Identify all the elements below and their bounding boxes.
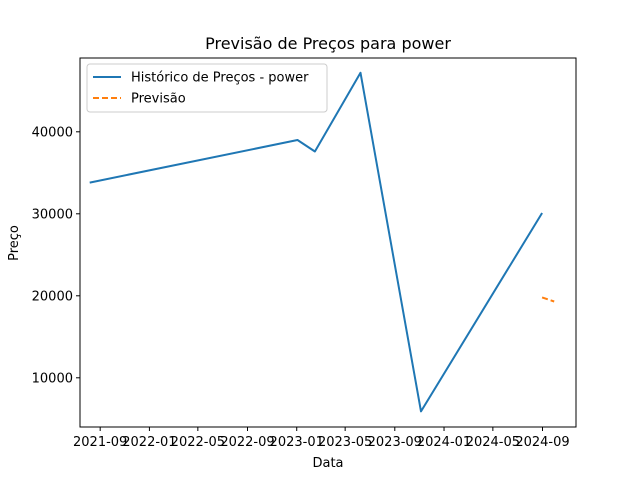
x-tick-label: 2024-09 <box>515 435 569 450</box>
y-axis: 10000 20000 30000 40000 <box>32 125 80 386</box>
x-tick-label: 2024-05 <box>466 435 520 450</box>
y-tick-label: 10000 <box>32 371 73 386</box>
legend-box <box>86 63 328 113</box>
x-tick-label: 2023-09 <box>368 435 422 450</box>
series-line-1 <box>541 296 555 303</box>
legend: Histórico de Preços - power Previsão <box>86 63 328 113</box>
chart-title: Previsão de Preços para power <box>205 34 451 53</box>
x-tick-label: 2021-09 <box>73 435 127 450</box>
x-axis-label: Data <box>312 456 343 471</box>
x-tick-label: 2023-01 <box>270 435 324 450</box>
legend-label-previsao: Previsão <box>131 92 186 107</box>
plot-frame <box>79 57 577 428</box>
x-tick-label: 2024-01 <box>417 435 471 450</box>
y-tick-label: 30000 <box>32 207 73 222</box>
x-tick-label: 2023-05 <box>318 435 372 450</box>
x-tick-label: 2022-05 <box>171 435 225 450</box>
x-axis: 2021-092022-012022-052022-092023-012023-… <box>73 427 570 450</box>
y-axis-label: Preço <box>7 225 22 261</box>
legend-label-historico: Histórico de Preços - power <box>131 71 309 86</box>
y-tick-label: 40000 <box>32 125 73 140</box>
x-tick-label: 2022-01 <box>122 435 176 450</box>
series-line-0 <box>89 71 543 413</box>
y-tick-label: 20000 <box>32 289 73 304</box>
plot-area <box>89 71 555 413</box>
x-tick-label: 2022-09 <box>220 435 274 450</box>
